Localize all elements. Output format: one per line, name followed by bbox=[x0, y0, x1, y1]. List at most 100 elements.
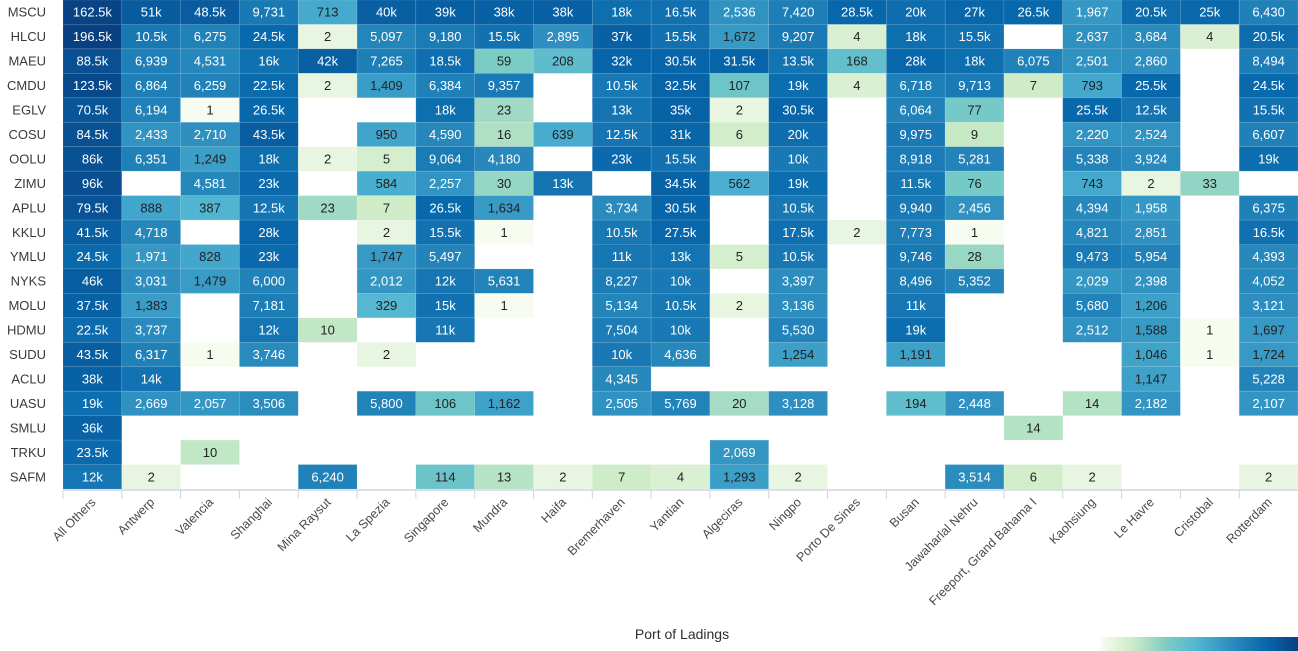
cell-value-label: 16 bbox=[497, 127, 511, 142]
heatmap-cell bbox=[886, 317, 946, 343]
cell-value-label: 10k bbox=[611, 347, 632, 362]
cell-value-label: 2 bbox=[1089, 469, 1096, 484]
heatmap-cell bbox=[533, 48, 593, 74]
cell-value-label: 24.5k bbox=[1253, 78, 1285, 93]
cell-value-label: 2,669 bbox=[135, 396, 168, 411]
heatmap-cell bbox=[239, 219, 299, 245]
heatmap-cell bbox=[356, 244, 417, 270]
heatmap-cell bbox=[709, 244, 770, 270]
heatmap-cell bbox=[297, 195, 358, 221]
cell-value-label: 2 bbox=[795, 469, 802, 484]
heatmap-cell bbox=[474, 219, 534, 245]
cell-value-label: 9,207 bbox=[782, 29, 815, 44]
heatmap-cell bbox=[533, 464, 593, 490]
cell-value-label: 9,975 bbox=[899, 127, 932, 142]
cell-value-label: 17.5k bbox=[782, 225, 814, 240]
heatmap-cell bbox=[1238, 48, 1298, 74]
y-tick-label: MAEU bbox=[8, 54, 46, 69]
cell-value-label: 10.5k bbox=[606, 225, 638, 240]
cell-value-label: 5,134 bbox=[605, 298, 638, 313]
heatmap-cell bbox=[121, 48, 181, 74]
cell-value-label: 20 bbox=[732, 396, 746, 411]
cell-value-label: 713 bbox=[317, 5, 339, 20]
heatmap-cell bbox=[944, 48, 1005, 74]
cell-value-label: 16k bbox=[258, 54, 279, 69]
cell-value-label: 14k bbox=[141, 371, 162, 386]
heatmap-cell bbox=[591, 366, 652, 392]
cell-value-label: 194 bbox=[905, 396, 927, 411]
heatmap-cell bbox=[474, 24, 534, 50]
x-tick-label: Haifa bbox=[538, 495, 569, 526]
y-tick-label: HLCU bbox=[11, 29, 46, 44]
heatmap-cell bbox=[650, 0, 711, 25]
cell-value-label: 15k bbox=[435, 298, 456, 313]
heatmap-cell bbox=[62, 0, 123, 25]
cell-value-label: 2,524 bbox=[1135, 127, 1168, 142]
heatmap-cell bbox=[415, 317, 475, 343]
heatmap-cell bbox=[1062, 464, 1122, 490]
cell-value-label: 32k bbox=[611, 54, 632, 69]
cell-value-label: 888 bbox=[140, 200, 162, 215]
heatmap-cell bbox=[886, 48, 946, 74]
cell-value-label: 5 bbox=[736, 249, 743, 264]
cell-value-label: 2,398 bbox=[1135, 274, 1168, 289]
cell-value-label: 10 bbox=[203, 445, 217, 460]
cell-value-label: 2,512 bbox=[1076, 323, 1109, 338]
heatmap-cell bbox=[239, 244, 299, 270]
cell-value-label: 9,357 bbox=[488, 78, 521, 93]
heatmap-cell bbox=[121, 390, 181, 416]
heatmap-cell bbox=[180, 48, 240, 74]
cell-value-label: 7,773 bbox=[899, 225, 932, 240]
heatmap-cell bbox=[944, 170, 1005, 196]
heatmap-cell bbox=[415, 48, 475, 74]
cell-value-label: 43.5k bbox=[76, 347, 108, 362]
heatmap-cell bbox=[239, 146, 299, 172]
heatmap-cell bbox=[180, 268, 240, 294]
cell-value-label: 33 bbox=[1203, 176, 1217, 191]
cell-value-label: 4,590 bbox=[429, 127, 462, 142]
heatmap-cell bbox=[1121, 170, 1181, 196]
cell-value-label: 10.5k bbox=[135, 29, 167, 44]
cell-value-label: 25k bbox=[1199, 5, 1220, 20]
cell-value-label: 4,581 bbox=[194, 176, 227, 191]
cell-value-label: 86k bbox=[82, 151, 103, 166]
heatmap-cell bbox=[768, 341, 828, 368]
heatmap-cell bbox=[474, 390, 534, 416]
cell-value-label: 1,479 bbox=[194, 274, 227, 289]
cell-value-label: 5,352 bbox=[958, 274, 991, 289]
cell-value-label: 25.5k bbox=[1076, 103, 1108, 118]
heatmap-cell bbox=[768, 121, 828, 148]
cell-value-label: 6,607 bbox=[1252, 127, 1285, 142]
x-tick-label: Porto De Sines bbox=[794, 495, 863, 564]
heatmap-cell bbox=[356, 341, 417, 368]
heatmap-cell bbox=[1003, 464, 1064, 490]
heatmap-cell bbox=[297, 317, 358, 343]
cell-value-label: 6,259 bbox=[194, 78, 227, 93]
cell-value-label: 6,864 bbox=[135, 78, 168, 93]
cell-value-label: 37k bbox=[611, 29, 632, 44]
cell-value-label: 5,954 bbox=[1135, 249, 1168, 264]
cell-value-label: 59 bbox=[497, 54, 511, 69]
cell-value-label: 10k bbox=[788, 151, 809, 166]
cell-value-label: 6,718 bbox=[899, 78, 932, 93]
heatmap-cell bbox=[650, 146, 711, 172]
heatmap-cell bbox=[886, 195, 946, 221]
y-tick-label: SUDU bbox=[9, 347, 46, 362]
heatmap-cell bbox=[650, 464, 711, 490]
cell-value-label: 2,107 bbox=[1252, 396, 1285, 411]
cell-value-label: 2,456 bbox=[958, 200, 991, 215]
heatmap-cell bbox=[1121, 0, 1181, 25]
cell-value-label: 2 bbox=[1147, 176, 1154, 191]
y-tick-label: SMLU bbox=[10, 420, 46, 435]
cell-value-label: 1,254 bbox=[782, 347, 815, 362]
heatmap-cell bbox=[886, 170, 946, 196]
y-tick-label: ACLU bbox=[11, 371, 46, 386]
cell-value-label: 10.5k bbox=[782, 200, 814, 215]
heatmap-cell bbox=[650, 268, 711, 294]
heatmap-cell bbox=[827, 48, 887, 74]
cell-value-label: 28k bbox=[258, 225, 279, 240]
cell-value-label: 88.5k bbox=[76, 54, 108, 69]
heatmap-cell bbox=[239, 268, 299, 294]
heatmap-cell bbox=[1062, 390, 1122, 416]
cell-value-label: 4 bbox=[853, 29, 860, 44]
